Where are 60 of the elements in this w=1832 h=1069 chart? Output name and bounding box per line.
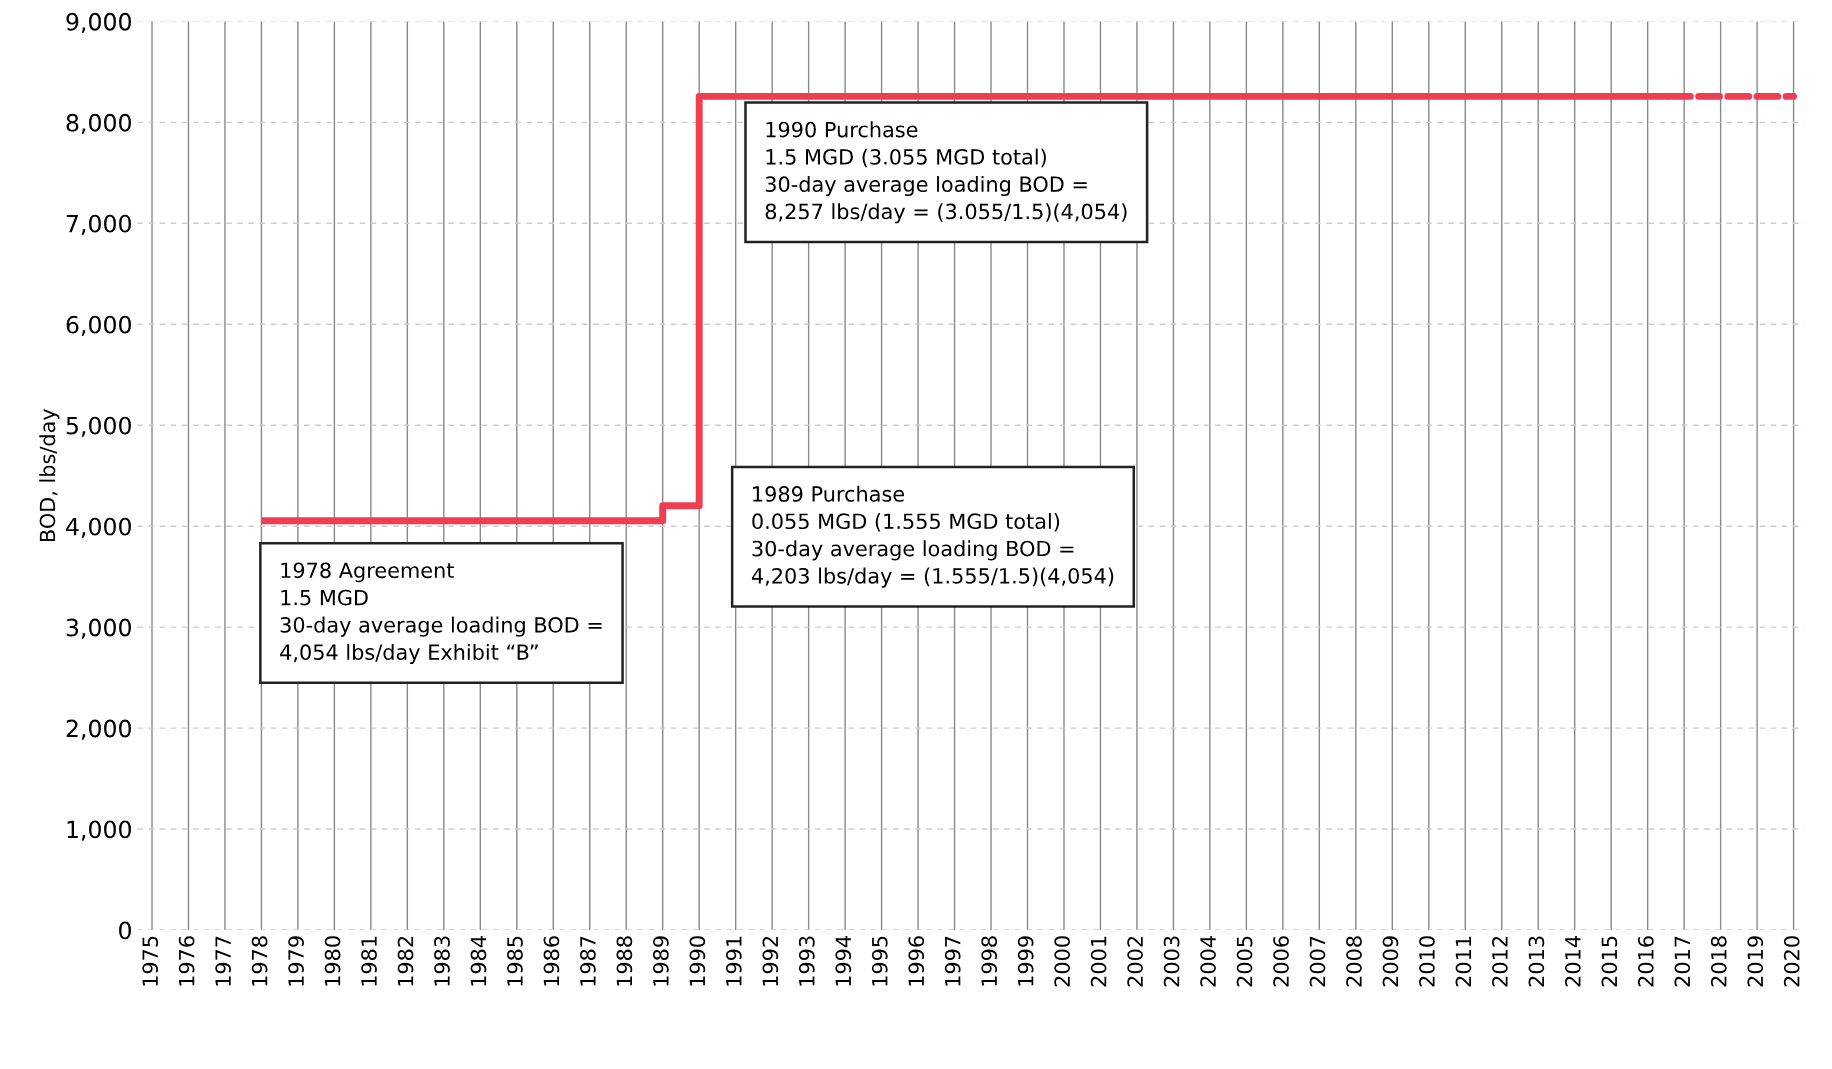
y-tick-label: 7,000	[66, 214, 131, 236]
x-tick-label: 1976	[178, 936, 195, 986]
y-tick-label: 1,000	[67, 820, 131, 841]
x-tick-label: 1980	[324, 936, 341, 986]
x-tick-label: 2017	[1674, 936, 1691, 987]
x-tick-label: 1998	[981, 936, 998, 986]
x-tick-label: 2015	[1601, 936, 1618, 987]
y-tick-label: 3,000	[66, 618, 131, 639]
x-tick-label: 1993	[798, 936, 815, 986]
x-tick-label: 1996	[908, 936, 925, 986]
x-tick-label: 1990	[689, 936, 706, 986]
x-tick-label: 2003	[1163, 936, 1180, 987]
x-tick-label: 2001	[1090, 936, 1107, 987]
x-tick-label: 2012	[1492, 936, 1508, 987]
y-tick-label: 4,000	[66, 517, 131, 538]
x-tick-label: 2010	[1419, 936, 1435, 987]
y-tick-label: 6,000	[66, 315, 131, 336]
x-tick-label: 2005	[1236, 936, 1253, 987]
y-tick-label: 2,000	[66, 719, 131, 740]
annotation: 1989 Purchase 0.055 MGD (1.555 MGD total) 30-day average loading BOD = 4,203 lbs/day = (1.555/1.5)(4,054)	[751, 485, 1114, 588]
x-tick-label: 1994	[835, 936, 852, 986]
x-tick-label: 2013	[1528, 936, 1545, 987]
annotation: 1978 Agreement 1.5 MGD 30-day average loading BOD = 4,054 lbs/day Exhibit “B”	[280, 562, 602, 665]
x-tick-label: 1988	[616, 936, 633, 986]
x-tick-label: 1977	[215, 936, 231, 986]
x-tick-label: 1985	[507, 936, 523, 986]
annotation: 1990 Purchase 1.5 MGD (3.055 MGD total) 30-day average loading BOD = 8,257 lbs/day = (3.055/1.5)(4,054)	[765, 121, 1127, 224]
x-tick-label: 2000	[1054, 936, 1071, 987]
x-tick-label: 2018	[1710, 936, 1727, 987]
x-tick-label: 2007	[1309, 936, 1326, 987]
x-tick-label: 1981	[361, 936, 377, 986]
y-tick-label: 8,000	[66, 113, 131, 135]
x-tick-label: 1999	[1017, 936, 1034, 986]
x-tick-label: 1979	[288, 936, 304, 986]
x-tick-label: 2004	[1200, 936, 1216, 987]
x-tick-label: 2006	[1273, 936, 1289, 987]
x-tick-label: 1982	[397, 936, 414, 986]
x-tick-label: 1978	[251, 936, 268, 986]
x-tick-label: 1995	[871, 936, 888, 986]
y-axis-title: BOD, lbs/day	[39, 408, 60, 542]
x-tick-label: 1983	[434, 936, 450, 986]
x-tick-label: 2016	[1637, 936, 1654, 987]
x-tick-label: 1997	[944, 936, 961, 986]
y-tick-label: 5,000	[66, 416, 131, 437]
x-tick-label: 1984	[470, 936, 487, 986]
x-tick-label: 1991	[725, 936, 742, 986]
x-tick-label: 2014	[1564, 936, 1581, 987]
x-tick-label: 2019	[1747, 936, 1764, 987]
x-tick-label: 1986	[543, 936, 560, 986]
y-tick-label: 0	[119, 921, 131, 940]
x-tick-label: 2002	[1127, 936, 1143, 987]
y-tick-label: 9,000	[66, 12, 131, 34]
x-tick-label: 1987	[580, 936, 596, 986]
x-tick-label: 2009	[1382, 936, 1399, 987]
x-tick-label: 2008	[1346, 936, 1362, 987]
x-tick-label: 2020	[1783, 936, 1800, 987]
x-tick-label: 1992	[762, 936, 779, 986]
x-tick-label: 1989	[652, 936, 669, 986]
x-tick-label: 2011	[1455, 936, 1472, 987]
x-tick-label: 1975	[142, 936, 159, 986]
